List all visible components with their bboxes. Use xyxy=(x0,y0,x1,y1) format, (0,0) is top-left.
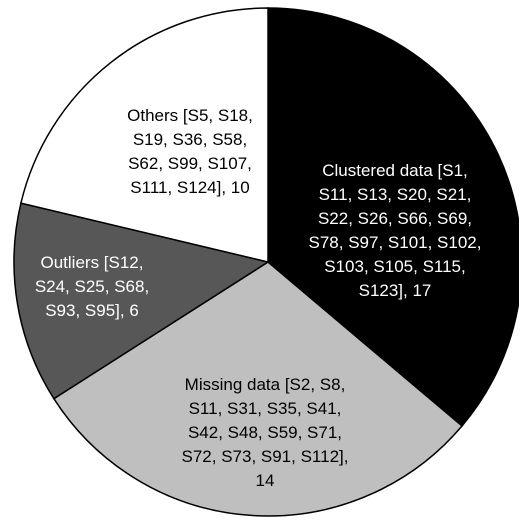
slice-label: Others [S5, S18, S19, S36, S58, S62, S99, … xyxy=(127,106,253,197)
slice-label: Missing data [S2, S8, S11, S31, S35, S41,… xyxy=(182,375,349,490)
pie-slice xyxy=(20,7,269,263)
pie-slice xyxy=(13,202,270,400)
slice-label: Outliers [S12, S24, S25, S68, S93, S95], 6 xyxy=(35,253,149,320)
pie-slice xyxy=(52,261,464,517)
pie-slice xyxy=(267,7,519,428)
slice-label: Clustered data [S1, S11, S13, S20, S21, S2… xyxy=(309,161,482,300)
